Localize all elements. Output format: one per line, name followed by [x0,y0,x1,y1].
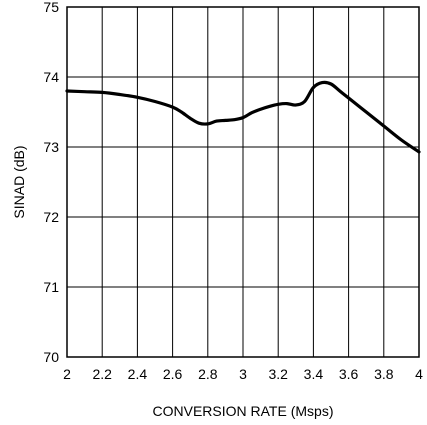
x-tick-label: 3 [239,366,247,382]
x-tick-label: 3.2 [268,366,288,382]
x-tick-label: 2.2 [92,366,112,382]
plot-frame [66,6,420,358]
y-tick-label: 74 [43,69,59,85]
x-tick-label: 3.6 [339,366,359,382]
tick-labels: 2 2.2 2.4 2.6 2.8 3 3.2 3.4 3.6 3.8 4 70 71 72 73 74 75 [43,0,423,382]
x-tick-label: 3.4 [304,366,324,382]
y-tick-label: 71 [43,279,59,295]
y-tick-label: 73 [43,139,59,155]
sinad-series-line [65,80,421,154]
x-tick-label: 2.6 [163,366,183,382]
y-tick-label: 72 [43,209,59,225]
y-tick-label: 70 [43,349,59,365]
x-tick-label: 2.4 [128,366,148,382]
y-tick-label: 75 [43,0,59,15]
chart-grid [67,7,419,357]
x-tick-label: 3.8 [374,366,394,382]
y-axis-label: SINAD (dB) [11,145,27,218]
x-tick-label: 2 [63,366,71,382]
x-axis-label: CONVERSION RATE (Msps) [153,403,334,419]
x-tick-label: 2.8 [198,366,218,382]
x-tick-label: 4 [415,366,423,382]
